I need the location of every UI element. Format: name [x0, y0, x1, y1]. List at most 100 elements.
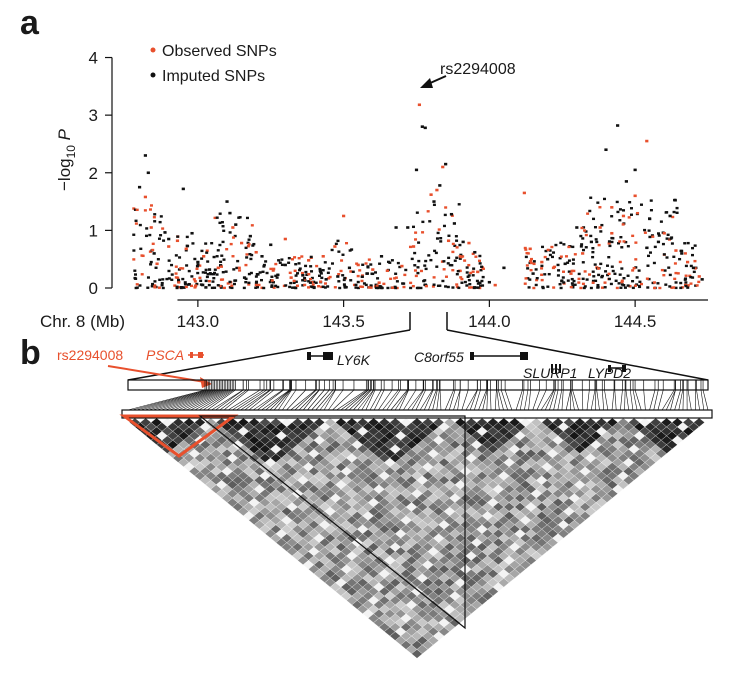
scatter-point — [411, 225, 415, 229]
scatter-point — [618, 240, 622, 243]
scatter-point — [342, 278, 346, 282]
scatter-point — [376, 277, 380, 280]
scatter-point — [132, 258, 136, 261]
scatter-point — [524, 255, 528, 259]
scatter-point — [220, 254, 224, 257]
snp-connector — [632, 389, 638, 411]
scatter-point — [477, 281, 481, 285]
scatter-point — [293, 269, 297, 273]
snp-connector — [136, 389, 209, 411]
scatter-point — [591, 279, 595, 283]
scatter-point — [330, 262, 334, 265]
scatter-point — [583, 285, 587, 288]
snp-connector — [498, 389, 504, 411]
scatter-point — [356, 286, 360, 290]
scatter-point — [149, 226, 153, 229]
scatter-point — [631, 286, 635, 290]
scatter-point — [262, 265, 266, 268]
scatter-point — [652, 281, 656, 284]
snp-connector — [140, 389, 210, 411]
scatter-point — [270, 275, 274, 278]
scatter-point — [334, 242, 338, 246]
scatter-point — [473, 250, 477, 254]
snp-connector — [590, 389, 596, 411]
scatter-point — [562, 270, 566, 273]
scatter-point — [577, 272, 581, 276]
scatter-point — [458, 255, 462, 258]
scatter-point — [161, 278, 165, 281]
scatter-point — [570, 282, 574, 285]
snp-connector — [336, 389, 367, 411]
snp-connector — [611, 389, 615, 411]
scatter-point — [588, 209, 592, 213]
svg-text:−log10 P: −log10 P — [55, 128, 78, 191]
snp-connector — [528, 389, 531, 411]
x-tick-label: 144.5 — [614, 312, 657, 331]
scatter-point — [158, 220, 162, 224]
scatter-point — [317, 285, 321, 288]
snp-connector — [398, 389, 409, 411]
scatter-point — [547, 272, 551, 276]
snp-connector — [620, 389, 623, 411]
scatter-point — [260, 255, 264, 258]
scatter-point — [254, 250, 258, 254]
scatter-point — [589, 286, 593, 290]
scatter-point — [672, 286, 676, 289]
scatter-point — [593, 263, 597, 266]
snp-connector — [244, 389, 271, 411]
scatter-point — [349, 270, 353, 273]
scatter-point — [245, 216, 249, 220]
scatter-point — [262, 286, 266, 290]
snp-connector — [286, 389, 306, 411]
scatter-point — [204, 286, 208, 289]
scatter-point — [365, 272, 369, 275]
scatter-point — [481, 284, 485, 287]
scatter-point — [177, 278, 181, 282]
snp-connector — [236, 389, 267, 411]
scatter-point — [618, 260, 622, 264]
scatter-point — [535, 278, 539, 282]
scatter-point — [435, 237, 439, 240]
scatter-point — [481, 275, 485, 279]
scatter-point — [195, 282, 199, 286]
scatter-point — [573, 253, 577, 256]
scatter-point — [557, 269, 561, 272]
scatter-point — [429, 258, 433, 262]
scatter-point — [686, 241, 690, 245]
scatter-point — [337, 273, 341, 276]
snp-connector — [596, 389, 600, 411]
scatter-point — [303, 283, 307, 287]
scatter-point — [300, 255, 304, 258]
snp-connector — [565, 389, 571, 411]
scatter-point — [457, 203, 461, 206]
snp-connector — [428, 389, 437, 411]
scatter-point — [276, 285, 280, 289]
scatter-point — [541, 245, 545, 249]
scatter-point — [409, 281, 413, 285]
scatter-point — [456, 269, 460, 273]
scatter-point — [478, 262, 482, 265]
scatter-point — [413, 251, 417, 255]
scatter-point — [446, 262, 450, 265]
scatter-point — [591, 281, 595, 284]
scatter-point — [327, 267, 331, 270]
scatter-point — [249, 257, 253, 261]
scatter-point — [167, 277, 171, 280]
scatter-point — [408, 245, 412, 249]
scatter-point — [487, 280, 491, 284]
scatter-point — [648, 251, 652, 254]
scatter-point — [571, 284, 575, 287]
scatter-point — [249, 271, 253, 275]
scatter-point — [610, 265, 614, 268]
scatter-point — [573, 283, 577, 286]
scatter-point — [468, 286, 472, 289]
scatter-point — [215, 255, 219, 258]
scatter-point — [649, 199, 653, 202]
scatter-point — [319, 280, 323, 283]
scatter-point — [544, 249, 548, 253]
scatter-point — [413, 269, 417, 272]
scatter-point — [238, 269, 242, 272]
scatter-point — [328, 275, 332, 279]
scatter-point — [607, 277, 611, 281]
scatter-point — [534, 283, 538, 287]
